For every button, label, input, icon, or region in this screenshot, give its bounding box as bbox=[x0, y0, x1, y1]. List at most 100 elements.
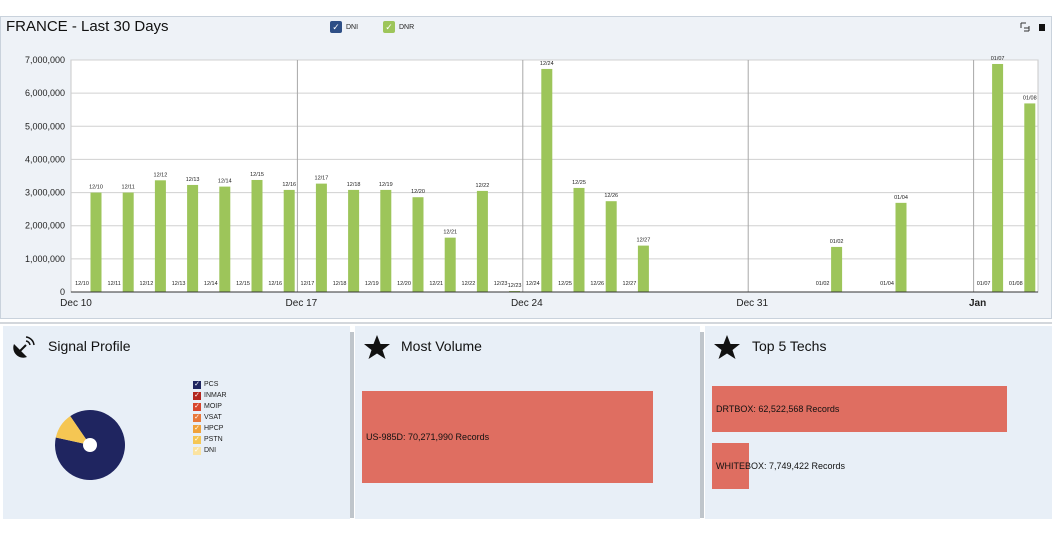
bar-date-label: 12/18 bbox=[333, 281, 347, 287]
bar bbox=[348, 189, 360, 292]
bar bbox=[573, 187, 585, 292]
bar-date-label: 12/11 bbox=[108, 281, 121, 287]
bar-date-label: 12/12 bbox=[140, 281, 154, 287]
pie-legend-item[interactable]: ✓ PCS bbox=[193, 379, 227, 390]
bar-value-label: 12/11 bbox=[122, 185, 135, 191]
bar-date-label: 12/26 bbox=[590, 281, 604, 287]
panel-separator bbox=[700, 332, 704, 518]
pie-legend-item[interactable]: ✓ MOIP bbox=[193, 401, 227, 412]
bar-value-label: 12/25 bbox=[572, 180, 586, 186]
checkbox-checked-icon[interactable]: ✓ bbox=[193, 402, 201, 411]
legend-item-dnr[interactable]: ✓ DNR bbox=[383, 21, 414, 33]
checkbox-checked-icon[interactable]: ✓ bbox=[193, 446, 201, 455]
star-icon bbox=[714, 335, 740, 359]
bar-value-label: 01/08 bbox=[1023, 95, 1037, 101]
checkbox-checked-icon[interactable]: ✓ bbox=[193, 435, 201, 444]
bar-date-label: 12/10 bbox=[75, 281, 89, 287]
bar bbox=[187, 184, 199, 292]
satellite-dish-icon bbox=[13, 336, 35, 358]
bar-date-label: 12/27 bbox=[623, 281, 637, 287]
expand-icon[interactable] bbox=[1020, 22, 1030, 32]
checkbox-checked-icon[interactable]: ✓ bbox=[330, 21, 342, 33]
bar-value-label: 12/24 bbox=[540, 61, 554, 67]
pie-legend-item[interactable]: ✓ DNI bbox=[193, 445, 227, 456]
bar-value-label: 12/22 bbox=[476, 183, 490, 189]
bar-value-label: 12/10 bbox=[89, 185, 103, 191]
x-tick-label: Jan bbox=[969, 298, 986, 309]
y-tick-label: 7,000,000 bbox=[25, 55, 65, 65]
bar-date-label: 01/08 bbox=[1009, 281, 1023, 287]
bar-value-label: 12/13 bbox=[186, 177, 200, 183]
bar bbox=[831, 246, 843, 292]
star-icon bbox=[364, 335, 390, 359]
bar-date-label: 12/16 bbox=[268, 281, 282, 287]
x-tick-label: Dec 17 bbox=[286, 298, 318, 309]
bar bbox=[283, 189, 295, 292]
bar bbox=[992, 63, 1004, 292]
legend-item-dni[interactable]: ✓ DNI bbox=[330, 21, 358, 33]
checkbox-checked-icon[interactable]: ✓ bbox=[383, 21, 395, 33]
pie-legend-item[interactable]: ✓ PSTN bbox=[193, 434, 227, 445]
chart-toolbar bbox=[1020, 22, 1046, 32]
bar bbox=[90, 192, 102, 292]
panel-title: Most Volume bbox=[401, 338, 482, 354]
bar-value-label: 12/26 bbox=[604, 193, 618, 199]
signal-profile-panel: Signal Profile ✓ PCS ✓ INMAR ✓ MOIP ✓ VSAT ✓ HPCP… bbox=[3, 326, 350, 519]
tech-bar-whitebox[interactable]: WHITEBOX: 7,749,422 Records bbox=[712, 443, 845, 489]
y-tick-label: 4,000,000 bbox=[25, 154, 65, 164]
pie-slice[interactable] bbox=[55, 416, 90, 445]
tech-bar-label: WHITEBOX: 7,749,422 Records bbox=[716, 461, 846, 471]
pie-legend-label: MOIP bbox=[204, 403, 222, 410]
checkbox-checked-icon[interactable]: ✓ bbox=[193, 424, 201, 433]
tech-bar-drtbox[interactable]: DRTBOX: 62,522,568 Records bbox=[712, 386, 1007, 432]
bar bbox=[444, 237, 456, 292]
bar bbox=[605, 201, 617, 292]
pie-legend-label: VSAT bbox=[204, 414, 222, 421]
bar bbox=[122, 192, 134, 292]
bar-date-label: 12/22 bbox=[462, 281, 476, 287]
y-tick-label: 1,000,000 bbox=[25, 254, 65, 264]
bar-date-label: 12/17 bbox=[301, 281, 315, 287]
bar-date-label: 12/24 bbox=[526, 281, 540, 287]
bar bbox=[315, 183, 327, 292]
bar-value-label: 12/16 bbox=[282, 182, 296, 188]
y-tick-label: 0 bbox=[60, 287, 65, 297]
section-divider bbox=[0, 322, 1052, 324]
top-bar bbox=[0, 0, 1054, 16]
bar-date-label: 12/15 bbox=[236, 281, 250, 287]
bar-date-label: 12/13 bbox=[172, 281, 186, 287]
x-tick-label: Dec 31 bbox=[736, 298, 768, 309]
pie-legend-item[interactable]: ✓ INMAR bbox=[193, 390, 227, 401]
y-tick-label: 2,000,000 bbox=[25, 221, 65, 231]
pie-legend-label: HPCP bbox=[204, 425, 224, 432]
pie-legend: ✓ PCS ✓ INMAR ✓ MOIP ✓ VSAT ✓ HPCP ✓ PSTN ✓ DNI bbox=[193, 379, 227, 456]
pie-legend-label: INMAR bbox=[204, 392, 227, 399]
stop-icon[interactable] bbox=[1038, 22, 1046, 32]
pie-hole bbox=[83, 438, 97, 452]
bar-chart: 0 1,000,000 2,000,000 3,000,000 4,000,000 5,0… bbox=[25, 55, 1039, 309]
bar-date-label: 01/07 bbox=[977, 281, 991, 287]
checkbox-checked-icon[interactable]: ✓ bbox=[193, 380, 201, 389]
chart-title: FRANCE - Last 30 Days bbox=[6, 18, 169, 35]
bar-value-label: 12/23 bbox=[508, 283, 522, 289]
bar bbox=[895, 202, 907, 292]
bar-date-label: 12/23 bbox=[494, 281, 508, 287]
pie-legend-item[interactable]: ✓ HPCP bbox=[193, 423, 227, 434]
bar bbox=[219, 186, 231, 292]
bar-date-label: 01/02 bbox=[816, 281, 830, 287]
y-tick-label: 3,000,000 bbox=[25, 188, 65, 198]
bar bbox=[476, 190, 488, 292]
pie-legend-item[interactable]: ✓ VSAT bbox=[193, 412, 227, 423]
bar bbox=[154, 180, 166, 292]
pie-legend-label: PCS bbox=[204, 381, 219, 388]
checkbox-checked-icon[interactable]: ✓ bbox=[193, 413, 201, 422]
bar-date-label: 12/19 bbox=[365, 281, 379, 287]
bar-date-label: 12/21 bbox=[429, 281, 443, 287]
footer-space bbox=[0, 519, 1054, 534]
most-volume-panel: Most Volume US-985D: 70,271,990 Records bbox=[355, 326, 700, 519]
bar-date-label: 12/25 bbox=[558, 281, 572, 287]
checkbox-checked-icon[interactable]: ✓ bbox=[193, 391, 201, 400]
volume-bar[interactable]: US-985D: 70,271,990 Records bbox=[362, 391, 653, 483]
bar-value-label: 12/19 bbox=[379, 182, 393, 188]
panel-title: Top 5 Techs bbox=[752, 338, 827, 354]
